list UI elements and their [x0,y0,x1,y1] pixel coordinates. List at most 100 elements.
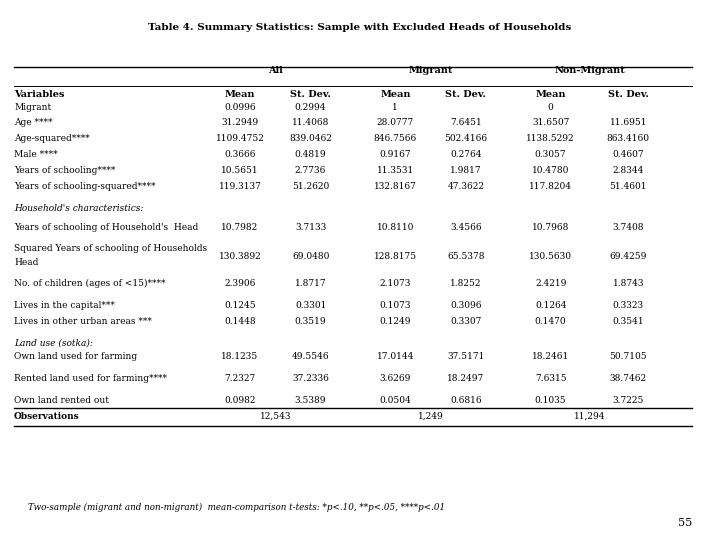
Text: 839.0462: 839.0462 [289,134,332,143]
Text: 3.7225: 3.7225 [613,396,644,405]
Text: 65.5378: 65.5378 [447,252,485,261]
Text: 0.2764: 0.2764 [450,150,482,159]
Text: 49.5546: 49.5546 [292,352,329,361]
Text: 17.0144: 17.0144 [377,352,414,361]
Text: 18.2497: 18.2497 [447,374,485,383]
Text: 130.3892: 130.3892 [219,252,261,261]
Text: Table 4. Summary Statistics: Sample with Excluded Heads of Households: Table 4. Summary Statistics: Sample with… [148,23,572,32]
Text: 130.5630: 130.5630 [529,252,572,261]
Text: 51.4601: 51.4601 [610,181,647,191]
Text: 0.0504: 0.0504 [379,396,411,405]
Text: 10.7968: 10.7968 [532,224,570,232]
Text: 69.4259: 69.4259 [610,252,647,261]
Text: 1.9817: 1.9817 [450,166,482,175]
Text: Years of schooling****: Years of schooling**** [14,166,115,175]
Text: 1.8252: 1.8252 [450,279,482,288]
Text: Own land used for farming: Own land used for farming [14,352,137,361]
Text: Mean: Mean [225,90,255,99]
Text: Male ****: Male **** [14,150,58,159]
Text: 0.3519: 0.3519 [294,316,326,326]
Text: 0.6816: 0.6816 [450,396,482,405]
Text: Rented land used for farming****: Rented land used for farming**** [14,374,167,383]
Text: Years of schooling of Household's  Head: Years of schooling of Household's Head [14,224,198,232]
Text: 3.7408: 3.7408 [613,224,644,232]
Text: 0.3096: 0.3096 [450,301,482,310]
Text: 502.4166: 502.4166 [444,134,487,143]
Text: 1.8743: 1.8743 [613,279,644,288]
Text: Non-Migrant: Non-Migrant [554,66,625,76]
Text: 0.0996: 0.0996 [224,103,256,112]
Text: 1,249: 1,249 [418,412,444,421]
Text: 11,294: 11,294 [574,412,606,421]
Text: 1.8717: 1.8717 [294,279,326,288]
Text: 119.3137: 119.3137 [219,181,261,191]
Text: 0.1448: 0.1448 [224,316,256,326]
Text: St. Dev.: St. Dev. [446,90,486,99]
Text: 2.8344: 2.8344 [613,166,644,175]
Text: 10.7982: 10.7982 [221,224,258,232]
Text: 0.0982: 0.0982 [224,396,256,405]
Text: 0.1035: 0.1035 [535,396,567,405]
Text: All: All [268,66,283,76]
Text: 1138.5292: 1138.5292 [526,134,575,143]
Text: 38.7462: 38.7462 [610,374,647,383]
Text: 37.5171: 37.5171 [447,352,485,361]
Text: 69.0480: 69.0480 [292,252,329,261]
Text: 0.1249: 0.1249 [379,316,411,326]
Text: 10.5651: 10.5651 [221,166,258,175]
Text: 11.4068: 11.4068 [292,118,329,127]
Text: 0.1073: 0.1073 [379,301,411,310]
Text: Age-squared****: Age-squared**** [14,134,90,143]
Text: 1: 1 [392,103,398,112]
Text: Migrant: Migrant [408,66,453,76]
Text: Mean: Mean [380,90,410,99]
Text: St. Dev.: St. Dev. [290,90,331,99]
Text: 50.7105: 50.7105 [610,352,647,361]
Text: 18.1235: 18.1235 [221,352,258,361]
Text: 37.2336: 37.2336 [292,374,329,383]
Text: 0.1470: 0.1470 [535,316,567,326]
Text: 31.2949: 31.2949 [221,118,258,127]
Text: 0.2994: 0.2994 [294,103,326,112]
Text: 128.8175: 128.8175 [374,252,417,261]
Text: Household's characteristics:: Household's characteristics: [14,204,143,213]
Text: Years of schooling-squared****: Years of schooling-squared**** [14,181,156,191]
Text: 3.4566: 3.4566 [450,224,482,232]
Text: Land use (sotka):: Land use (sotka): [14,339,93,348]
Text: 3.6269: 3.6269 [379,374,411,383]
Text: Variables: Variables [14,90,65,99]
Text: Mean: Mean [536,90,566,99]
Text: Lives in the capital***: Lives in the capital*** [14,301,115,310]
Text: 0.4607: 0.4607 [613,150,644,159]
Text: 11.6951: 11.6951 [610,118,647,127]
Text: 7.6315: 7.6315 [535,374,567,383]
Text: 0: 0 [548,103,554,112]
Text: 0.3323: 0.3323 [613,301,644,310]
Text: 0.1245: 0.1245 [224,301,256,310]
Text: Observations: Observations [14,412,80,421]
Text: 28.0777: 28.0777 [377,118,414,127]
Text: 2.1073: 2.1073 [379,279,411,288]
Text: 7.6451: 7.6451 [450,118,482,127]
Text: 1109.4752: 1109.4752 [215,134,264,143]
Text: 11.3531: 11.3531 [377,166,414,175]
Text: 51.2620: 51.2620 [292,181,329,191]
Text: 2.3906: 2.3906 [224,279,256,288]
Text: 55: 55 [678,518,692,528]
Text: 846.7566: 846.7566 [374,134,417,143]
Text: 3.7133: 3.7133 [295,224,326,232]
Text: 3.5389: 3.5389 [294,396,326,405]
Text: 10.4780: 10.4780 [532,166,570,175]
Text: Migrant: Migrant [14,103,51,112]
Text: 132.8167: 132.8167 [374,181,417,191]
Text: Squared Years of schooling of Households: Squared Years of schooling of Households [14,245,207,253]
Text: 18.2461: 18.2461 [532,352,570,361]
Text: St. Dev.: St. Dev. [608,90,649,99]
Text: Two-sample (migrant and non-migrant)  mean-comparison t-tests: *p<.10, **p<.05, : Two-sample (migrant and non-migrant) mea… [28,503,445,512]
Text: 0.3301: 0.3301 [295,301,326,310]
Text: 7.2327: 7.2327 [225,374,256,383]
Text: 0.3541: 0.3541 [613,316,644,326]
Text: No. of children (ages of <15)****: No. of children (ages of <15)**** [14,279,166,288]
Text: 31.6507: 31.6507 [532,118,570,127]
Text: 0.4819: 0.4819 [294,150,326,159]
